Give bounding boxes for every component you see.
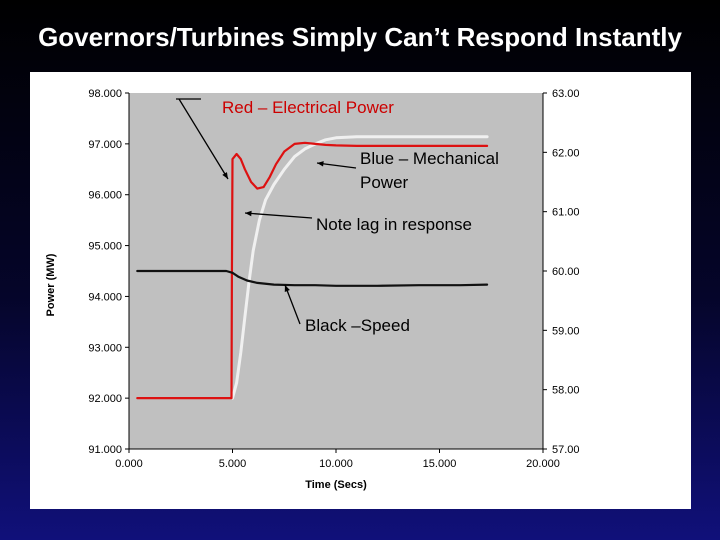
- y2-tick-label: 58.00: [552, 385, 580, 397]
- pointer-blue-arrow-head: [317, 161, 324, 167]
- pointer-speed-arrow: [284, 284, 301, 325]
- pointer-blue-arrow: [316, 162, 357, 169]
- y-tick-label: 96.000: [88, 190, 122, 202]
- annotation-note-lag: Note lag in response: [316, 215, 472, 234]
- series-line-electrical: [136, 141, 489, 400]
- y-tick-label: 91.000: [88, 444, 122, 456]
- y2-tick-label: 62.00: [552, 147, 580, 159]
- annotation-black-speed: Black –Speed: [305, 316, 410, 335]
- x-tick-label: 15.000: [423, 458, 457, 470]
- annotation-blue-mechanical-power-line2: Power: [360, 173, 409, 192]
- pointer-red-arrow-head: [222, 172, 228, 179]
- y-tick-label: 93.000: [88, 342, 122, 354]
- series-line-mechanical: [231, 135, 489, 400]
- series-line-speed: [136, 269, 489, 287]
- y-tick-label: 92.000: [88, 393, 122, 405]
- governor-response-chart: 91.000 92.000 93.000 94.000 95.000 96.000 97.0…: [45, 88, 580, 491]
- y-tick-label: 97.000: [88, 139, 122, 151]
- pointer-speed-arrow-head: [284, 285, 290, 292]
- y-axis-title: Power (MW): [45, 253, 57, 316]
- slide-title: Governors/Turbines Simply Can’t Respond …: [38, 22, 682, 52]
- y-tick-label: 98.000: [88, 88, 122, 100]
- x-tick-label: 20.000: [526, 458, 560, 470]
- annotation-blue-mechanical-power: Blue – Mechanical: [360, 149, 499, 168]
- pointer-lag-arrow-head: [245, 210, 252, 217]
- x-tick-label: 0.000: [115, 458, 143, 470]
- chart-panel: 91.000 92.000 93.000 94.000 95.000 96.000 97.0…: [30, 72, 691, 509]
- x-axis-title: Time (Secs): [305, 479, 367, 491]
- pointer-lag-arrow: [244, 212, 313, 219]
- y-tick-label: 94.000: [88, 291, 122, 303]
- pointer-red-arrow: [178, 98, 229, 180]
- y-tick-label: 95.000: [88, 241, 122, 253]
- y2-tick-label: 60.00: [552, 266, 580, 278]
- annotation-red-electrical-power: Red – Electrical Power: [222, 98, 394, 117]
- y2-tick-label: 63.00: [552, 88, 580, 100]
- y2-tick-label: 57.00: [552, 444, 580, 456]
- x-tick-label: 10.000: [319, 458, 353, 470]
- x-tick-label: 5.000: [219, 458, 247, 470]
- y2-tick-label: 59.00: [552, 325, 580, 337]
- y2-tick-label: 61.00: [552, 207, 580, 219]
